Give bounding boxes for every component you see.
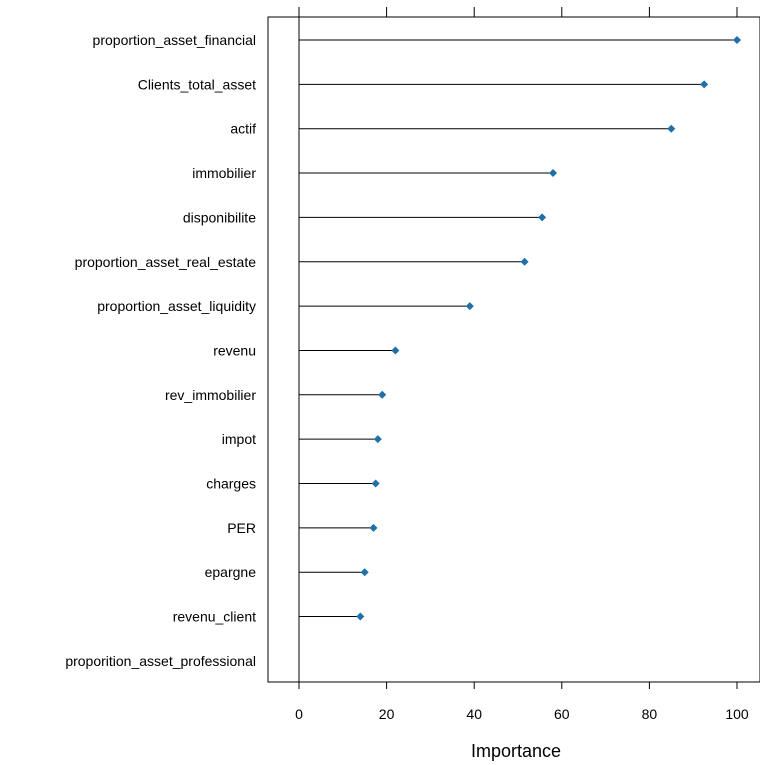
- category-label: impot: [222, 431, 256, 447]
- lollipop-point: [733, 36, 741, 44]
- lollipop-point: [356, 612, 365, 621]
- category-label: disponibilite: [183, 209, 256, 225]
- category-label: actif: [230, 121, 256, 137]
- x-tick-label: 100: [725, 706, 749, 722]
- lollipop-point: [667, 124, 676, 133]
- lollipop-point: [520, 257, 529, 266]
- lollipop-point: [360, 568, 369, 577]
- category-label: proporition_asset_professional: [65, 653, 256, 669]
- x-tick-label: 20: [379, 706, 395, 722]
- category-label: rev_immobilier: [165, 387, 256, 403]
- category-label: PER: [227, 520, 256, 536]
- x-tick-label: 60: [554, 706, 570, 722]
- lollipop-point: [700, 80, 709, 89]
- lollipop-point: [465, 302, 474, 311]
- x-tick-label: 40: [466, 706, 482, 722]
- lollipop-point: [549, 169, 558, 178]
- lollipop-point: [378, 390, 387, 399]
- category-label: epargne: [205, 564, 257, 580]
- category-label: revenu: [213, 342, 256, 358]
- x-axis-title: Importance: [471, 741, 561, 761]
- category-label: Clients_total_asset: [138, 76, 256, 92]
- lollipop-point: [369, 523, 378, 532]
- x-tick-label: 0: [295, 706, 303, 722]
- category-label: charges: [206, 476, 256, 492]
- lollipop-point: [538, 213, 547, 222]
- category-label: immobilier: [192, 165, 256, 181]
- lollipop-point: [373, 435, 382, 444]
- category-label: proportion_asset_financial: [93, 32, 256, 48]
- category-label: proportion_asset_real_estate: [75, 254, 257, 270]
- x-axis: 0 20 40 60 80 100: [295, 7, 749, 722]
- plot-frame: [267, 16, 760, 683]
- category-label: revenu_client: [173, 609, 256, 625]
- chart-marks: proportion_asset_financial Clients_total_…: [65, 32, 741, 669]
- lollipop-point: [371, 479, 380, 488]
- x-tick-label: 80: [642, 706, 658, 722]
- lollipop-point: [391, 346, 400, 355]
- category-label: proportion_asset_liquidity: [97, 298, 256, 314]
